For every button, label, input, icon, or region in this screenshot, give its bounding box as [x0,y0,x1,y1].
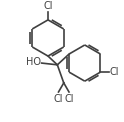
Text: HO: HO [26,57,41,67]
Text: Cl: Cl [43,1,53,11]
Text: Cl: Cl [54,94,63,104]
Text: Cl: Cl [109,67,119,77]
Text: Cl: Cl [64,94,74,104]
